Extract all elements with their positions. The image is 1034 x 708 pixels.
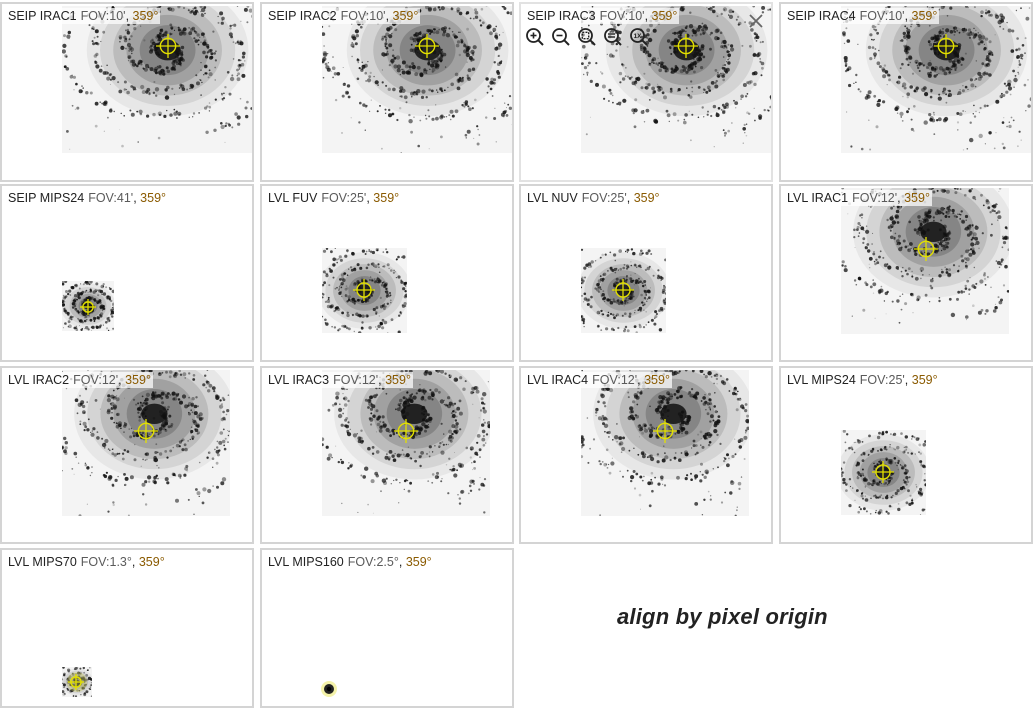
crosshair-icon [353, 279, 375, 301]
crosshair-icon [415, 34, 439, 58]
rotation-label: 359° [140, 191, 166, 205]
fov-label: FOV:1.3° [81, 555, 132, 569]
rotation-label: 359° [634, 191, 660, 205]
zoom-1x-label: 1X [634, 33, 643, 40]
fov-label: FOV:10' [860, 9, 905, 23]
band-label: LVL NUV [527, 191, 578, 205]
crosshair-icon [68, 674, 84, 690]
close-icon[interactable] [747, 12, 765, 30]
band-label: LVL IRAC4 [527, 373, 588, 387]
crosshair-icon [674, 34, 698, 58]
zoom-in-icon[interactable] [524, 26, 546, 48]
fov-label: FOV:25' [321, 191, 366, 205]
band-label: LVL FUV [268, 191, 317, 205]
band-label: LVL MIPS24 [787, 373, 856, 387]
sky-image[interactable] [320, 680, 338, 703]
sky-image[interactable] [62, 6, 254, 158]
band-label: LVL IRAC1 [787, 191, 848, 205]
sky-image[interactable] [322, 6, 514, 158]
rotation-label: 359° [393, 9, 419, 23]
band-label: LVL IRAC2 [8, 373, 69, 387]
rotation-label: 359° [406, 555, 432, 569]
crosshair-icon [612, 279, 634, 301]
crosshair-icon [156, 34, 180, 58]
rotation-label: 359° [904, 191, 930, 205]
crosshair-icon [653, 419, 677, 443]
band-label: SEIP IRAC1 [8, 9, 77, 23]
zoom-toolbar: 1X [524, 26, 650, 48]
fov-label: FOV:12' [73, 373, 118, 387]
fov-label: FOV:10' [600, 9, 645, 23]
fov-label: FOV:25' [582, 191, 627, 205]
rotation-label: 359° [912, 9, 938, 23]
rotation-label: 359° [385, 373, 411, 387]
zoom-out-icon[interactable] [550, 26, 572, 48]
rotation-label: 359° [373, 191, 399, 205]
crosshair-icon [934, 34, 958, 58]
rotation-label: 359° [125, 373, 151, 387]
band-label: LVL IRAC3 [268, 373, 329, 387]
band-label: SEIP IRAC2 [268, 9, 337, 23]
zoom-fill-icon[interactable] [602, 26, 624, 48]
sky-image[interactable] [841, 6, 1033, 158]
band-label: LVL MIPS70 [8, 555, 77, 569]
zoom-fit-icon[interactable] [576, 26, 598, 48]
fov-label: FOV:12' [333, 373, 378, 387]
fov-label: FOV:10' [341, 9, 386, 23]
sky-image[interactable] [841, 188, 1009, 339]
crosshair-icon [914, 237, 938, 261]
band-label: SEIP IRAC3 [527, 9, 596, 23]
fov-label: FOV:10' [81, 9, 126, 23]
crosshair-icon [80, 299, 96, 315]
fov-label: FOV:2.5° [348, 555, 399, 569]
rotation-label: 359° [139, 555, 165, 569]
fov-label: FOV:41' [88, 191, 133, 205]
crosshair-icon [134, 419, 158, 443]
band-label: LVL MIPS160 [268, 555, 344, 569]
rotation-label: 359° [652, 9, 678, 23]
align-mode-label: align by pixel origin [617, 604, 828, 630]
fov-label: FOV:12' [852, 191, 897, 205]
zoom-1x-icon[interactable]: 1X [628, 26, 650, 48]
band-label: SEIP MIPS24 [8, 191, 84, 205]
fov-label: FOV:25' [860, 373, 905, 387]
crosshair-icon [872, 461, 894, 483]
sky-image[interactable] [62, 370, 230, 521]
crosshair-icon [394, 419, 418, 443]
rotation-label: 359° [912, 373, 938, 387]
rotation-label: 359° [133, 9, 159, 23]
fov-label: FOV:12' [592, 373, 637, 387]
sky-image[interactable] [322, 370, 490, 521]
band-label: SEIP IRAC4 [787, 9, 856, 23]
sky-image[interactable] [581, 370, 749, 521]
rotation-label: 359° [644, 373, 670, 387]
